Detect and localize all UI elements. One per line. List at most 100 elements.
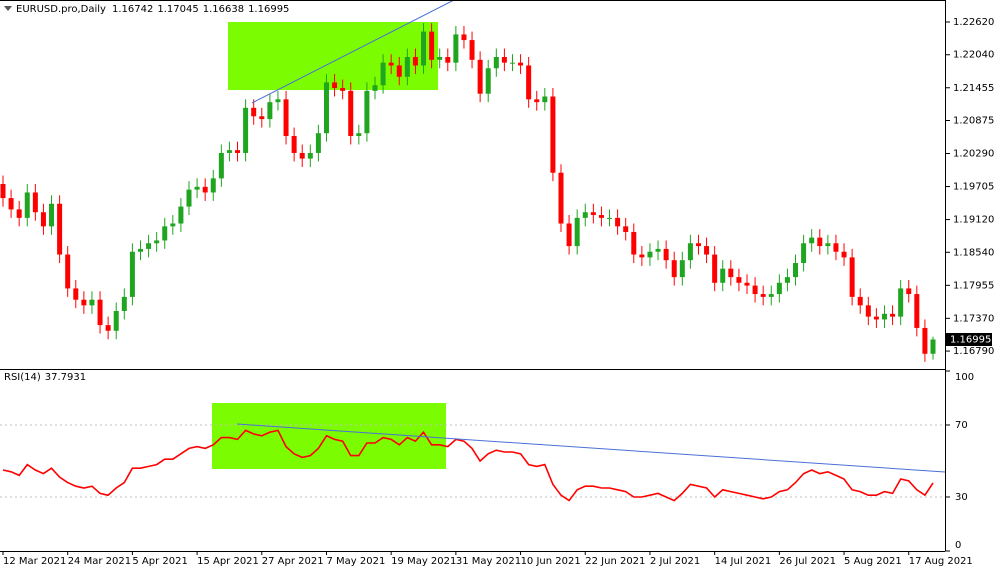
- candle-body: [655, 248, 661, 252]
- candle-body: [380, 62, 386, 86]
- candle-body: [267, 102, 273, 120]
- candle-body: [235, 150, 241, 153]
- chart-header: EURUSD.pro,Daily 1.16742 1.17045 1.16638 1.1…: [16, 4, 289, 15]
- candle-body: [704, 246, 710, 255]
- x-tick-label: 27 Apr 2021: [262, 556, 324, 567]
- x-tick-label: 19 May 2021: [391, 556, 456, 567]
- candle-body: [372, 85, 378, 91]
- candle-body: [768, 294, 774, 297]
- candle-body: [728, 268, 734, 278]
- candle-body: [550, 96, 556, 173]
- candle-body: [137, 248, 143, 252]
- candle-body: [841, 251, 847, 258]
- candle-body: [210, 178, 216, 193]
- menu-icon: [4, 6, 12, 11]
- low-value: 1.16638: [203, 4, 244, 15]
- candle-body: [283, 99, 289, 137]
- candle-body: [194, 186, 200, 190]
- candle-body: [534, 99, 540, 103]
- candle-body: [162, 226, 168, 241]
- y-tick-label: 1.20875: [953, 116, 994, 127]
- y-tick-label: 30: [955, 492, 968, 503]
- annotations-back: [212, 22, 446, 469]
- x-tick-label: 10 Jun 2021: [521, 556, 581, 567]
- x-tick-label: 24 Mar 2021: [68, 556, 131, 567]
- candle-body: [332, 82, 338, 89]
- candle-body: [873, 316, 879, 320]
- candle-body: [453, 34, 459, 63]
- trend-line: [236, 423, 946, 473]
- rsi-line: [2, 429, 934, 502]
- candle-body: [631, 231, 637, 255]
- candle-body: [243, 107, 249, 153]
- trend-line: [251, 0, 455, 104]
- candle-body: [40, 212, 46, 227]
- y-tick-label: 100: [955, 372, 974, 383]
- candle-body: [186, 189, 192, 207]
- candle-body: [526, 65, 532, 100]
- candle-body: [744, 282, 750, 286]
- high-value: 1.17045: [157, 4, 198, 15]
- candle-body: [32, 192, 38, 213]
- candle-body: [275, 99, 281, 103]
- candle-body: [865, 305, 871, 317]
- candle-body: [49, 203, 55, 227]
- candle-body: [121, 296, 127, 311]
- y-tick-label: 1.22620: [953, 17, 994, 28]
- candle-body: [817, 237, 823, 247]
- candle-body: [129, 251, 135, 297]
- candle-body: [639, 254, 645, 258]
- candle-body: [57, 203, 63, 255]
- candle-body: [348, 90, 354, 137]
- y-tick-label: 1.16790: [953, 346, 994, 357]
- candle-body: [914, 294, 920, 328]
- candle-body: [493, 57, 499, 69]
- candle-body: [930, 339, 936, 354]
- candle-body: [784, 277, 790, 283]
- candle-body: [226, 150, 232, 153]
- candle-body: [760, 294, 766, 297]
- candle-body: [542, 96, 548, 103]
- candle-body: [445, 57, 451, 63]
- candle-body: [712, 254, 718, 283]
- candle-body: [154, 240, 160, 244]
- candle-body: [881, 313, 887, 320]
- candle-body: [922, 327, 928, 354]
- candle-body: [24, 192, 30, 218]
- x-tick-label: 12 Mar 2021: [3, 556, 66, 567]
- x-tick-label: 5 Aug 2021: [844, 556, 902, 567]
- candle-body: [776, 282, 782, 295]
- candle-body: [509, 62, 515, 64]
- y-tick-label: 1.17370: [953, 313, 994, 324]
- y-tick-label: 1.20290: [953, 149, 994, 160]
- indicator-header: RSI(14) 37.7931: [4, 372, 86, 383]
- candle-body: [809, 237, 815, 244]
- candle-body: [105, 325, 111, 331]
- x-tick-label: 5 Apr 2021: [132, 556, 187, 567]
- candle-body: [97, 299, 103, 326]
- x-tick-label: 14 Jul 2021: [715, 556, 772, 567]
- candle-body: [437, 57, 443, 60]
- candle-body: [251, 107, 257, 117]
- candle-body: [178, 206, 184, 224]
- x-tick-label: 26 Jul 2021: [779, 556, 836, 567]
- x-tick-label: 2 Jul 2021: [650, 556, 700, 567]
- candle-body: [615, 217, 621, 227]
- candle-body: [623, 226, 629, 232]
- candle-body: [720, 268, 726, 283]
- candle-body: [793, 263, 799, 278]
- y-tick-label: 1.19705: [953, 182, 994, 193]
- symbol-title: EURUSD.pro,Daily: [16, 4, 106, 15]
- candle-body: [833, 243, 839, 252]
- candle-body: [396, 65, 402, 77]
- candle-body: [364, 90, 370, 134]
- x-tick-label: 15 Apr 2021: [197, 556, 259, 567]
- candle-body: [607, 217, 613, 219]
- candle-body: [857, 296, 863, 306]
- marks: [0, 23, 945, 502]
- candle-body: [299, 152, 305, 159]
- close-value: 1.16995: [248, 4, 289, 15]
- candle-body: [0, 184, 6, 199]
- y-tick-label: 0: [955, 540, 961, 551]
